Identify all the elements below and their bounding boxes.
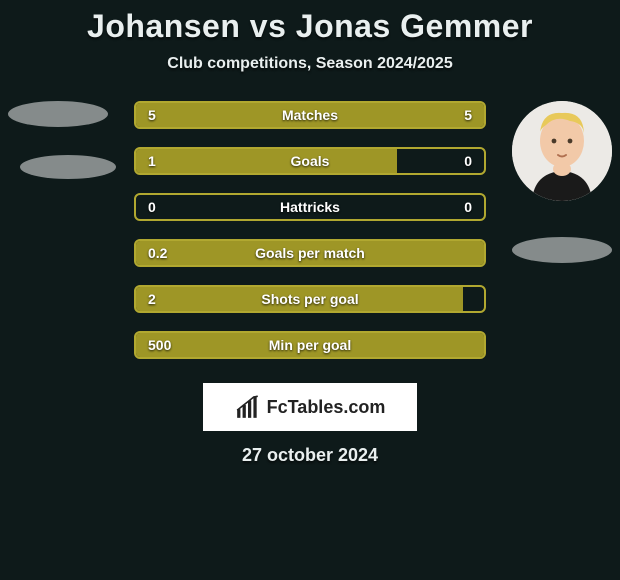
stat-row-gpm: 0.2 Goals per match <box>134 239 486 267</box>
stat-value-right: 0 <box>464 195 472 219</box>
stat-row-matches: 5 Matches 5 <box>134 101 486 129</box>
stat-value-right: 0 <box>464 149 472 173</box>
stat-value-left: 5 <box>148 103 156 127</box>
avatar-left-shadow-1 <box>8 101 108 127</box>
date-line: 27 october 2024 <box>0 445 620 466</box>
stat-value-left: 1 <box>148 149 156 173</box>
stat-value-left: 500 <box>148 333 171 357</box>
stat-bars: 5 Matches 5 1 Goals 0 0 Hattricks 0 <box>134 101 486 359</box>
stat-label: Goals per match <box>255 241 365 265</box>
avatar-right <box>512 101 612 201</box>
stat-label: Matches <box>282 103 338 127</box>
page-title: Johansen vs Jonas Gemmer <box>0 8 620 45</box>
stat-value-right: 5 <box>464 103 472 127</box>
stat-label: Hattricks <box>280 195 340 219</box>
avatar-left-shadow-2 <box>20 155 116 179</box>
branding-text: FcTables.com <box>267 397 386 418</box>
stat-row-goals: 1 Goals 0 <box>134 147 486 175</box>
infographic-root: Johansen vs Jonas Gemmer Club competitio… <box>0 0 620 580</box>
stat-label: Goals <box>291 149 330 173</box>
stat-label: Min per goal <box>269 333 351 357</box>
stat-row-hattricks: 0 Hattricks 0 <box>134 193 486 221</box>
stat-value-left: 0 <box>148 195 156 219</box>
stat-row-mpg: 500 Min per goal <box>134 331 486 359</box>
stat-fill-left <box>136 149 397 173</box>
stat-row-spg: 2 Shots per goal <box>134 285 486 313</box>
branding-badge: FcTables.com <box>203 383 417 431</box>
stat-value-left: 2 <box>148 287 156 311</box>
page-subtitle: Club competitions, Season 2024/2025 <box>0 55 620 73</box>
stat-value-left: 0.2 <box>148 241 167 265</box>
avatar-right-shadow <box>512 237 612 263</box>
chart-area: 5 Matches 5 1 Goals 0 0 Hattricks 0 <box>0 101 620 466</box>
player-face-icon <box>512 101 612 201</box>
branding-chart-icon <box>235 394 261 420</box>
stat-label: Shots per goal <box>261 287 358 311</box>
